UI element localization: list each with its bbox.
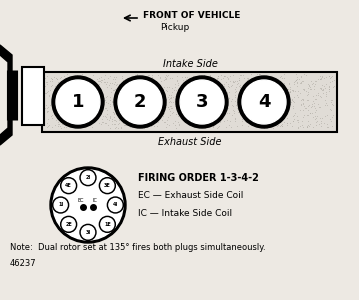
Circle shape	[99, 216, 115, 232]
Text: 4I: 4I	[113, 202, 118, 208]
Circle shape	[52, 76, 104, 128]
Text: Exhaust Side: Exhaust Side	[158, 137, 222, 147]
Circle shape	[62, 218, 75, 231]
Circle shape	[176, 76, 228, 128]
Circle shape	[61, 216, 77, 232]
Text: 1I: 1I	[58, 202, 63, 208]
Circle shape	[180, 80, 224, 124]
Circle shape	[61, 178, 77, 194]
Circle shape	[81, 171, 94, 184]
Bar	[42, 72, 337, 132]
Circle shape	[101, 218, 114, 231]
Circle shape	[109, 199, 122, 212]
Circle shape	[53, 197, 69, 213]
Text: 2: 2	[134, 93, 146, 111]
Bar	[22, 67, 44, 125]
Text: 1E: 1E	[104, 222, 111, 227]
Circle shape	[56, 80, 100, 124]
Text: Pickup: Pickup	[160, 22, 189, 32]
Text: EC — Exhaust Side Coil: EC — Exhaust Side Coil	[138, 191, 243, 200]
Text: 3E: 3E	[104, 183, 111, 188]
Text: Note:  Dual rotor set at 135° fires both plugs simultaneously.: Note: Dual rotor set at 135° fires both …	[10, 244, 266, 253]
Circle shape	[114, 76, 166, 128]
Text: EC: EC	[78, 197, 84, 202]
Circle shape	[99, 178, 115, 194]
Text: FRONT OF VEHICLE: FRONT OF VEHICLE	[143, 11, 241, 20]
Text: FIRING ORDER 1-3-4-2: FIRING ORDER 1-3-4-2	[138, 173, 259, 183]
Circle shape	[80, 169, 96, 186]
Text: 3: 3	[196, 93, 208, 111]
Circle shape	[54, 199, 67, 212]
Text: 3I: 3I	[85, 230, 90, 235]
Text: 1: 1	[72, 93, 84, 111]
Circle shape	[242, 80, 286, 124]
Circle shape	[62, 179, 75, 192]
Circle shape	[118, 80, 162, 124]
Text: 2E: 2E	[65, 222, 72, 227]
Circle shape	[238, 76, 290, 128]
Text: 4: 4	[258, 93, 270, 111]
Circle shape	[80, 224, 96, 240]
Text: Intake Side: Intake Side	[163, 59, 218, 69]
Circle shape	[107, 197, 123, 213]
Text: 46237: 46237	[10, 260, 37, 268]
Text: IC — Intake Side Coil: IC — Intake Side Coil	[138, 209, 232, 218]
Text: 4E: 4E	[65, 183, 72, 188]
Circle shape	[50, 167, 126, 243]
Circle shape	[81, 226, 94, 239]
Text: IC: IC	[93, 197, 97, 202]
Text: 2I: 2I	[85, 175, 90, 180]
Circle shape	[53, 170, 123, 240]
Polygon shape	[0, 45, 12, 145]
Circle shape	[101, 179, 114, 192]
